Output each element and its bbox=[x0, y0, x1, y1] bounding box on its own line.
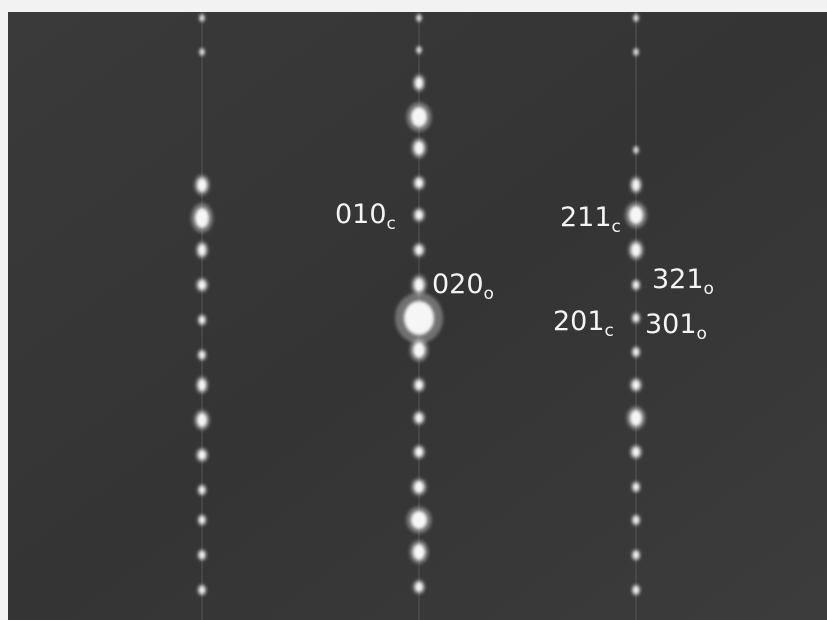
spot bbox=[198, 379, 206, 391]
spot bbox=[199, 316, 205, 324]
label-index: 301 bbox=[645, 309, 697, 340]
spot bbox=[414, 481, 424, 493]
spot bbox=[632, 447, 640, 457]
spot bbox=[630, 410, 642, 426]
spot bbox=[415, 245, 423, 255]
spot bbox=[415, 178, 423, 188]
spot bbox=[415, 380, 423, 390]
label-index: 201 bbox=[553, 306, 605, 337]
spot bbox=[197, 413, 207, 427]
spot bbox=[199, 486, 205, 494]
spot bbox=[633, 314, 639, 322]
spot bbox=[200, 15, 204, 21]
spot bbox=[415, 77, 423, 89]
label-phase: o bbox=[704, 279, 714, 299]
spot bbox=[629, 206, 643, 224]
label-index: 211 bbox=[560, 202, 612, 233]
spot bbox=[417, 47, 421, 53]
spot bbox=[413, 544, 425, 560]
spot bbox=[198, 244, 206, 256]
spot bbox=[404, 301, 434, 335]
label-index: 321 bbox=[652, 264, 704, 295]
spot bbox=[633, 348, 639, 356]
spot bbox=[415, 582, 423, 592]
spot bbox=[199, 551, 205, 559]
spot bbox=[633, 516, 639, 524]
spot bbox=[632, 380, 640, 390]
label-phase: c bbox=[387, 214, 396, 234]
spot bbox=[199, 516, 205, 524]
label-phase: c bbox=[605, 321, 614, 341]
spot bbox=[413, 342, 425, 358]
spot bbox=[414, 141, 424, 155]
spot bbox=[632, 179, 640, 191]
spot bbox=[415, 447, 423, 457]
spot bbox=[411, 511, 427, 529]
label-index: 010 bbox=[335, 199, 387, 230]
spot bbox=[199, 586, 205, 594]
spot bbox=[634, 49, 638, 55]
diffraction-pattern: 010c211c020o321o201c301o bbox=[0, 0, 827, 620]
spot bbox=[415, 413, 423, 423]
spot bbox=[634, 15, 638, 21]
spot bbox=[198, 280, 206, 290]
spot bbox=[198, 450, 206, 460]
spot bbox=[633, 586, 639, 594]
page: 010c211c020o321o201c301o (() => { const … bbox=[0, 0, 827, 620]
spot bbox=[631, 243, 641, 257]
spot bbox=[195, 208, 209, 228]
spot bbox=[415, 210, 423, 220]
label-phase: o bbox=[697, 324, 707, 344]
spot bbox=[197, 178, 207, 192]
label-phase: o bbox=[484, 284, 494, 304]
spot bbox=[411, 107, 427, 127]
spot bbox=[633, 281, 639, 289]
spot bbox=[200, 49, 204, 55]
spot bbox=[634, 147, 638, 153]
label-index: 020 bbox=[432, 269, 484, 300]
spot bbox=[414, 278, 424, 292]
spot bbox=[199, 351, 205, 359]
spot bbox=[417, 15, 421, 21]
spot bbox=[633, 483, 639, 491]
label-phase: c bbox=[612, 217, 621, 237]
spot bbox=[633, 551, 639, 559]
